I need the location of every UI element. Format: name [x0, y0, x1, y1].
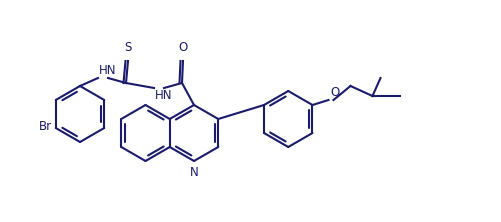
- Text: O: O: [178, 41, 188, 54]
- Text: HN: HN: [155, 89, 172, 102]
- Text: O: O: [331, 86, 340, 99]
- Text: N: N: [189, 166, 198, 179]
- Text: Br: Br: [39, 121, 52, 133]
- Text: S: S: [124, 41, 132, 54]
- Text: HN: HN: [99, 64, 117, 77]
